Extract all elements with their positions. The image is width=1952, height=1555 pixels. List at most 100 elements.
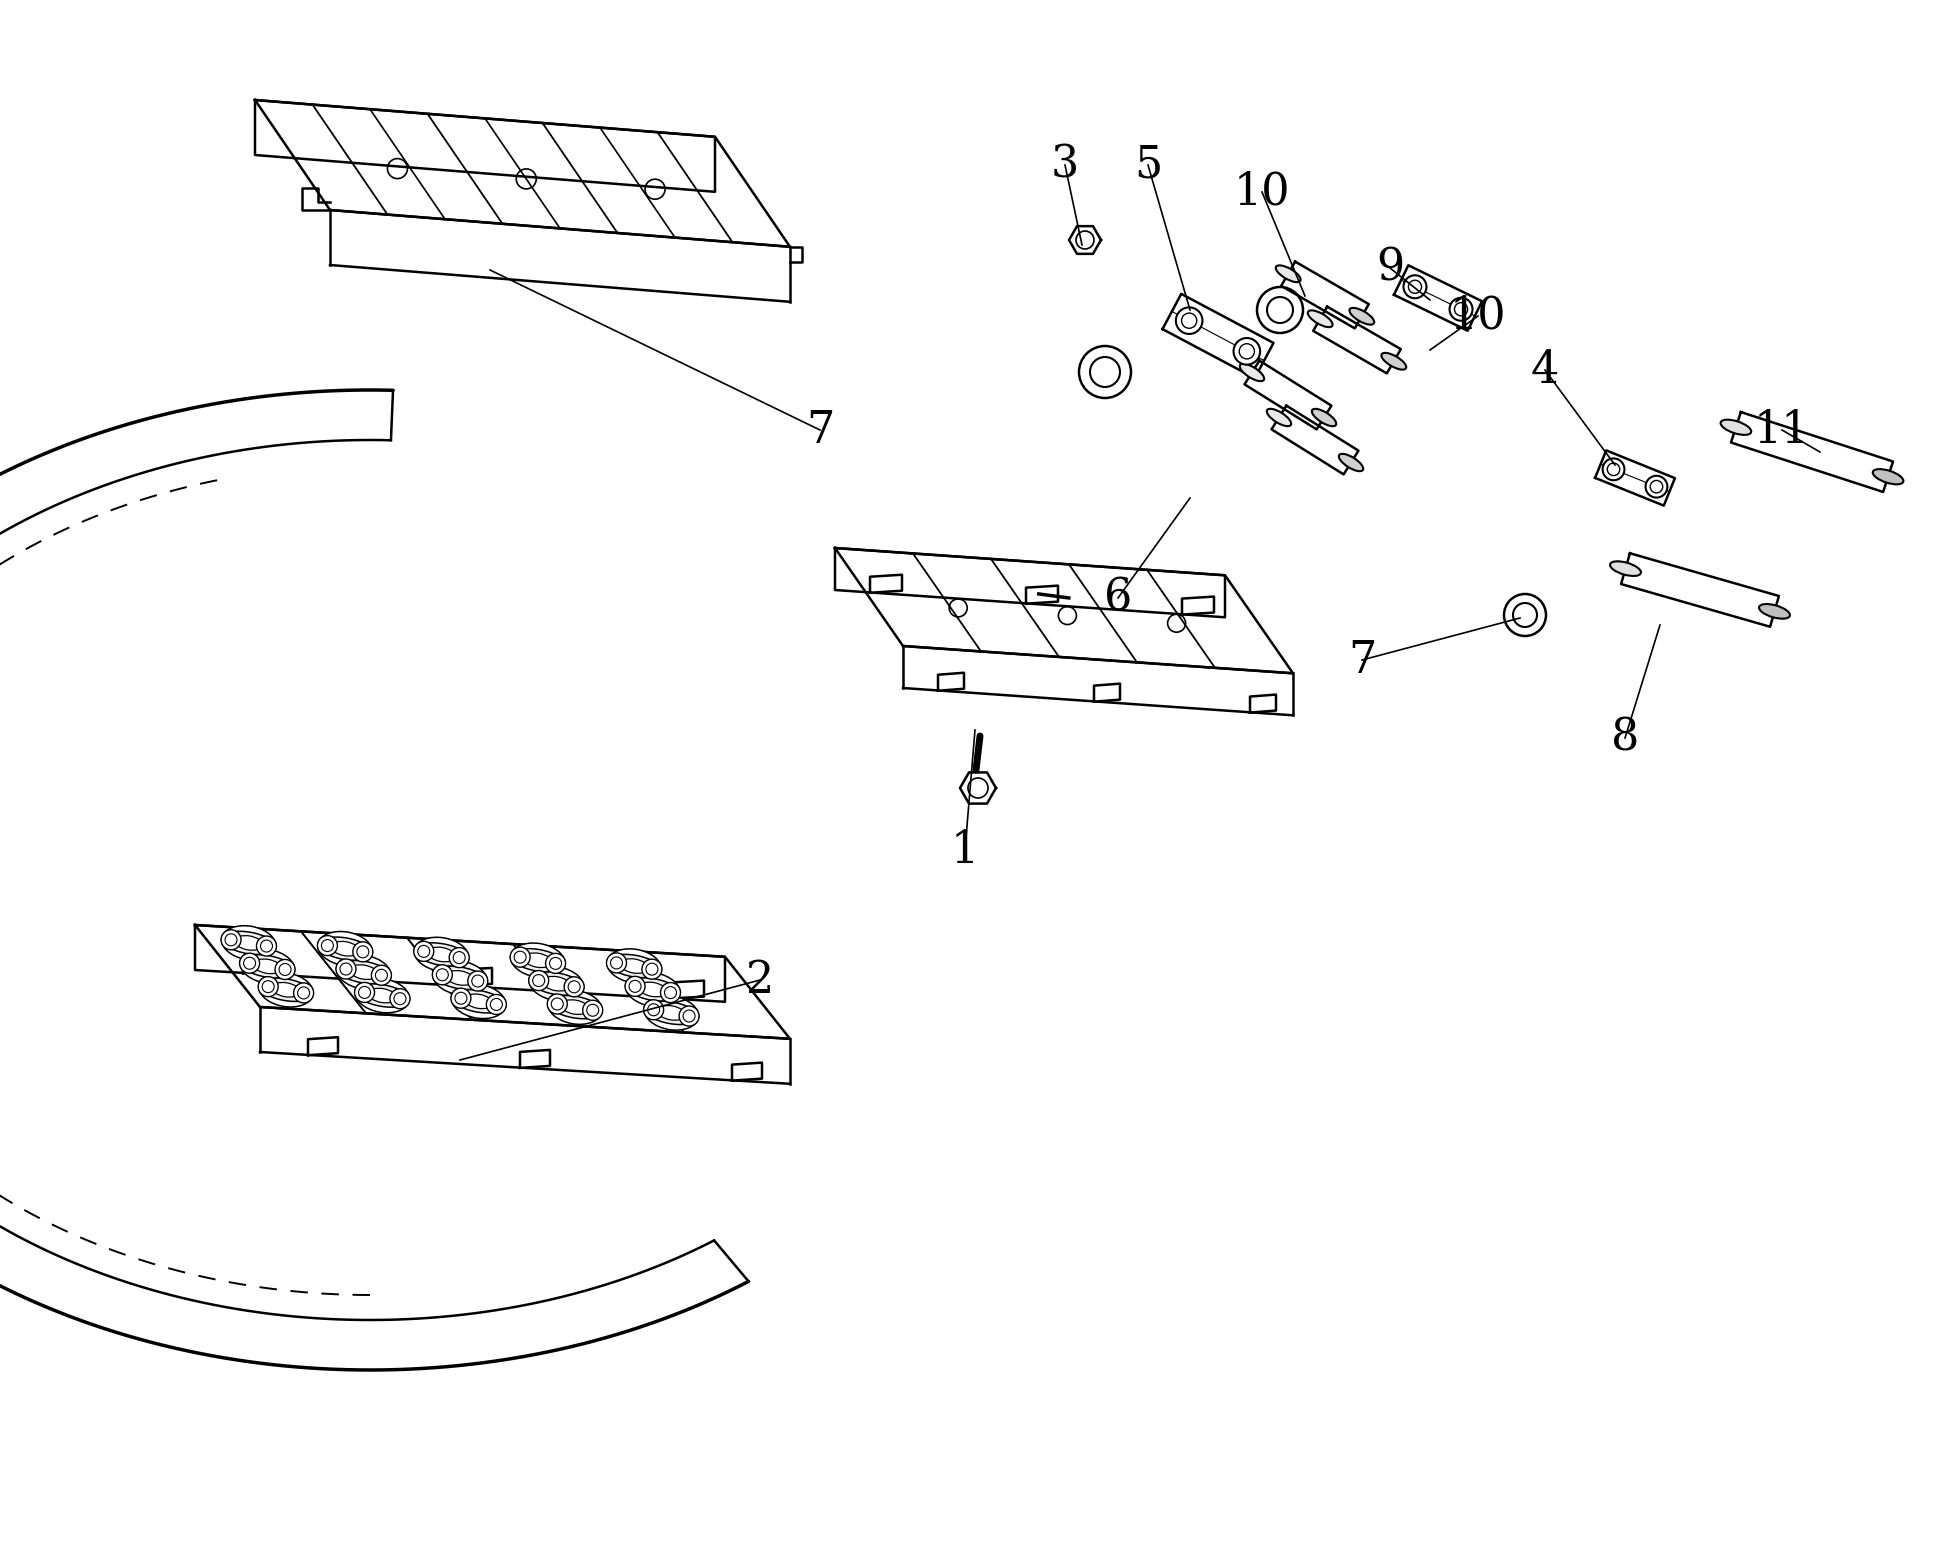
Circle shape [275,959,295,980]
Ellipse shape [658,1006,685,1020]
Polygon shape [835,547,1292,673]
Ellipse shape [414,942,468,966]
Ellipse shape [1610,561,1642,575]
Ellipse shape [223,931,275,955]
Ellipse shape [451,989,506,1012]
Ellipse shape [549,991,603,1025]
Circle shape [221,930,240,950]
Circle shape [414,941,433,961]
Ellipse shape [336,955,390,989]
Circle shape [1257,288,1304,333]
Text: 2: 2 [746,958,775,1001]
Ellipse shape [543,977,570,991]
Circle shape [258,977,279,997]
Circle shape [353,942,373,963]
Polygon shape [1183,597,1214,614]
Text: 4: 4 [1530,348,1560,392]
Circle shape [1603,459,1624,480]
Circle shape [660,983,681,1003]
Circle shape [371,966,392,986]
Ellipse shape [638,983,668,997]
Polygon shape [1271,406,1359,474]
Polygon shape [1731,412,1893,491]
Circle shape [336,959,355,980]
Circle shape [509,947,531,967]
Polygon shape [960,773,996,804]
Polygon shape [668,981,705,998]
Polygon shape [871,575,902,592]
Circle shape [564,977,584,997]
Text: 10: 10 [1234,171,1290,213]
Text: 6: 6 [1105,577,1132,619]
Ellipse shape [414,938,468,972]
Circle shape [1403,275,1427,299]
Polygon shape [1027,586,1058,603]
Ellipse shape [1277,266,1300,281]
Ellipse shape [234,936,264,950]
Ellipse shape [271,983,301,997]
Polygon shape [195,925,724,1001]
Ellipse shape [451,984,506,1019]
Polygon shape [1093,684,1120,701]
Ellipse shape [336,961,390,984]
Ellipse shape [355,984,410,1008]
Circle shape [240,953,260,973]
Ellipse shape [240,955,295,978]
Text: 10: 10 [1450,294,1507,337]
Circle shape [390,989,410,1009]
Circle shape [679,1006,699,1026]
Circle shape [431,964,453,984]
Circle shape [545,953,566,973]
Circle shape [293,983,314,1003]
Ellipse shape [1339,454,1362,471]
Ellipse shape [332,941,359,956]
Ellipse shape [1267,409,1290,426]
Ellipse shape [644,1001,699,1025]
Circle shape [547,994,568,1014]
Ellipse shape [427,947,455,963]
Polygon shape [732,1062,761,1081]
Text: 3: 3 [1050,143,1079,187]
Circle shape [644,1000,664,1020]
Ellipse shape [549,995,601,1019]
Ellipse shape [511,949,564,972]
Ellipse shape [254,959,281,973]
Text: 9: 9 [1376,246,1403,289]
Circle shape [625,977,644,997]
Ellipse shape [349,964,377,980]
Ellipse shape [260,972,312,1008]
Circle shape [449,947,468,967]
Polygon shape [519,1050,550,1068]
Ellipse shape [511,942,564,978]
Ellipse shape [240,949,295,984]
Circle shape [584,1000,603,1020]
Ellipse shape [529,967,584,1001]
Text: 11: 11 [1753,409,1810,451]
Polygon shape [1595,451,1675,505]
Polygon shape [308,1037,338,1056]
Ellipse shape [625,972,679,1006]
Text: 7: 7 [806,409,834,451]
Ellipse shape [369,989,396,1003]
Ellipse shape [433,966,488,989]
Circle shape [318,936,338,956]
Circle shape [529,970,549,991]
Polygon shape [1249,695,1277,712]
Ellipse shape [355,978,410,1012]
Circle shape [256,936,277,956]
Ellipse shape [1720,420,1751,435]
Ellipse shape [1308,311,1333,327]
Text: 5: 5 [1134,143,1161,187]
Circle shape [468,970,488,991]
Text: 1: 1 [951,829,980,872]
Circle shape [451,989,470,1008]
Circle shape [355,983,375,1003]
Polygon shape [1394,266,1482,331]
Polygon shape [195,925,791,1039]
Circle shape [1646,476,1667,498]
Ellipse shape [1349,308,1374,325]
Ellipse shape [560,1000,590,1014]
Ellipse shape [447,970,474,986]
Ellipse shape [607,949,662,983]
Ellipse shape [465,994,492,1009]
